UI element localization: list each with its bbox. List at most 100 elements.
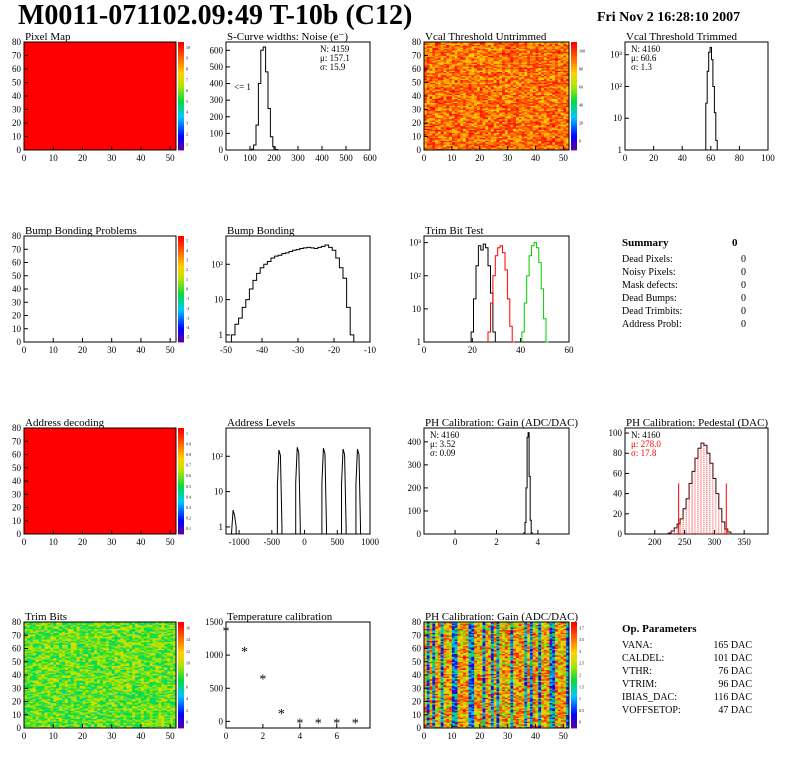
heatmap-cell (557, 60, 561, 63)
heatmap-cell (507, 147, 511, 149)
heatmap-cell (432, 66, 436, 68)
heatmap-cell (426, 93, 430, 95)
heatmap-cell (435, 145, 439, 148)
heatmap-cell (510, 118, 514, 121)
heatmap-cell (476, 64, 481, 67)
heatmap-cell (557, 112, 561, 114)
heatmap-cell (424, 117, 428, 120)
heatmap-cell (513, 132, 517, 135)
heatmap-cell (543, 78, 547, 81)
heatmap-cell (432, 140, 436, 143)
heatmap-cell (446, 105, 450, 108)
heatmap-cell (499, 117, 503, 120)
heatmap-cell (432, 74, 436, 77)
heatmap-cell (465, 46, 469, 48)
heatmap-cell (563, 83, 567, 86)
heatmap-cell (474, 79, 478, 82)
heatmap-cell (449, 113, 453, 116)
heatmap-cell (474, 55, 478, 58)
palette-step (178, 451, 184, 455)
heatmap-cell (566, 48, 570, 51)
heatmap-cell (543, 129, 547, 132)
heatmap-cell (502, 144, 506, 147)
heatmap-cell (560, 106, 564, 109)
heatmap-cell (437, 137, 442, 140)
heatmap-cell (538, 127, 542, 129)
heatmap-cell (24, 623, 28, 625)
heatmap-cell (476, 105, 481, 108)
heatmap-cell (524, 66, 528, 68)
heatmap-cell (474, 113, 478, 116)
heatmap-cell (535, 77, 539, 79)
heatmap-cell (555, 127, 559, 129)
heatmap-cell (485, 125, 489, 128)
heatmap-cell (507, 143, 511, 145)
heatmap-cell (476, 69, 481, 71)
heatmap-cell (546, 64, 550, 67)
heatmap-cell (555, 148, 559, 151)
heatmap-cell (465, 85, 469, 87)
heatmap-cell (426, 131, 430, 133)
heatmap-cell (527, 108, 531, 110)
heatmap-cell (555, 104, 559, 106)
heatmap-cell (474, 70, 478, 72)
heatmap-cell (465, 47, 469, 50)
heatmap-cell (26, 688, 31, 690)
chart-title: Vcal Threshold Trimmed (626, 31, 738, 43)
heatmap-cell (552, 58, 556, 60)
heatmap-cell (29, 713, 34, 716)
heatmap-cell (437, 58, 442, 60)
heatmap-cell (543, 124, 547, 126)
heatmap-cell (432, 86, 436, 89)
heatmap-cell (474, 139, 478, 141)
heatmap-cell (524, 91, 528, 94)
heatmap-cell (555, 87, 559, 90)
palette-step (571, 85, 577, 89)
heatmap-cell (552, 144, 556, 147)
heatmap-cell (529, 108, 534, 110)
heatmap-cell (527, 117, 531, 120)
heatmap-cell (563, 101, 567, 104)
heatmap-cell (24, 645, 28, 648)
heatmap-cell (541, 124, 545, 126)
heatmap-cell (468, 46, 472, 48)
heatmap-cell (529, 74, 534, 77)
heatmap-cell (474, 64, 478, 67)
heatmap-cell (429, 47, 433, 50)
heatmap-cell (479, 44, 483, 47)
heatmap-cell (516, 97, 520, 99)
x-tick-label: 20 (78, 345, 88, 355)
heatmap-cell (493, 97, 497, 99)
heatmap-cell (24, 644, 28, 647)
heatmap-cell (563, 54, 567, 56)
palette-step (178, 502, 184, 506)
heatmap-cell (485, 60, 489, 63)
heatmap-cell (24, 722, 28, 725)
heatmap-cell (549, 58, 553, 60)
heatmap-cell (563, 93, 567, 95)
heatmap-cell (499, 127, 503, 129)
heatmap-cell (516, 66, 520, 68)
heatmap-cell (538, 59, 542, 62)
heatmap-cell (518, 81, 522, 83)
heatmap-cell (527, 116, 531, 118)
heatmap-cell (451, 120, 455, 122)
heatmap-cell (429, 100, 433, 102)
heatmap-cell (468, 47, 472, 50)
heatmap-cell (535, 91, 539, 94)
heatmap-cell (560, 105, 564, 108)
heatmap-cell (479, 46, 483, 48)
heatmap-cell (429, 98, 433, 101)
heatmap-cell (532, 69, 536, 71)
heatmap-cell (546, 143, 550, 145)
heatmap-cell (26, 705, 31, 708)
heatmap-cell (26, 633, 31, 636)
heatmap-cell (546, 47, 550, 50)
heatmap-cell (482, 132, 486, 135)
heatmap-cell (496, 62, 500, 64)
heatmap-cell (446, 120, 450, 122)
heatmap-cells (424, 42, 570, 151)
heatmap-cell (457, 112, 461, 114)
heatmap-cell (563, 137, 567, 140)
heatmap-cell (521, 47, 525, 50)
